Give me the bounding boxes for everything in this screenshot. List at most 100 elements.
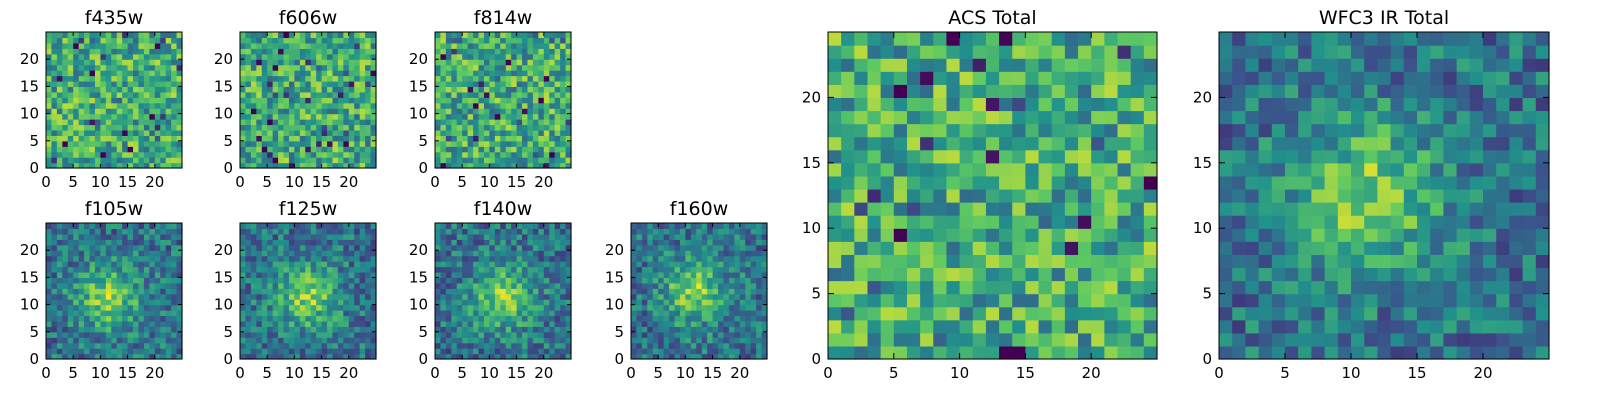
heatmap-cell [56,282,63,289]
heatmap-cell [365,64,372,71]
heatmap-cell [89,244,96,251]
heatmap-cell [288,337,295,344]
heatmap-cell [240,42,247,49]
heatmap-cell [1051,215,1066,229]
heatmap-cell [116,108,123,115]
heatmap-cell [283,266,290,273]
heatmap-cell [100,119,107,126]
heatmap-cell [359,59,366,66]
heatmap-cell [522,337,529,344]
heatmap-cell [880,175,895,190]
heatmap-cell [171,59,178,66]
heatmap-cell [1091,267,1105,282]
heatmap-cell [685,348,692,355]
heatmap-cell [631,315,638,322]
heatmap-cell [933,215,948,229]
heatmap-cell [116,162,123,169]
heatmap-cell [321,129,328,136]
heatmap-cell [94,255,101,262]
heatmap-cell [723,310,730,317]
heatmap-cell [116,261,123,268]
heatmap-cell [299,135,306,142]
heatmap-cell [78,348,85,355]
heatmap-cell [478,113,485,120]
heatmap-cell [554,140,561,147]
heatmap-cell [143,146,150,153]
heatmap-cell [756,239,763,246]
heatmap-cell [111,244,118,251]
heatmap-cell [165,48,172,55]
heatmap-cell [250,80,257,87]
heatmap-cell [370,140,377,147]
heatmap-cell [138,32,145,39]
heatmap-cell [256,293,263,300]
heatmap-cell [46,244,53,251]
heatmap-cell [707,342,714,349]
heatmap-cell [154,119,161,126]
heatmap-cell [84,239,91,246]
heatmap-cell [478,64,485,71]
heatmap-cell [176,228,183,235]
heatmap-cell [348,239,355,246]
heatmap-cell [554,97,561,104]
heatmap-cell [116,75,123,82]
heatmap-cell [337,288,344,295]
heatmap-cell [467,250,474,257]
heatmap-cell [272,233,279,240]
heatmap-cell [483,37,490,44]
heatmap-cell [739,239,746,246]
heatmap-cell [549,75,556,82]
heatmap-cell [46,271,53,278]
heatmap-cell [543,102,550,109]
heatmap-cell [299,304,306,311]
heatmap-cell [440,146,447,153]
heatmap-cell [62,157,69,164]
heatmap-cell [669,293,676,300]
heatmap-cell [538,151,545,158]
heatmap-cell [543,277,550,284]
heatmap-cell [473,228,480,235]
panel-title: f606w [279,7,338,29]
heatmap-cell [294,113,301,120]
heatmap-cell [122,326,129,333]
heatmap-cell [959,280,974,295]
heatmap-cell [473,37,480,44]
heatmap-cell [171,233,178,240]
heatmap-cell [51,108,58,115]
heatmap-cell [841,188,855,203]
heatmap-cell [256,353,263,360]
heatmap-cell [288,151,295,158]
heatmap-cell [522,282,529,289]
heatmap-cell [267,326,274,333]
heatmap-cell [154,70,161,77]
heatmap-cell [165,223,172,230]
heatmap-cell [160,108,167,115]
heatmap-cell [272,135,279,142]
heatmap-cell [245,135,252,142]
heatmap-cell [111,228,118,235]
heatmap-cell [462,315,469,322]
heatmap-cell [473,342,480,349]
heatmap-cell [51,70,58,77]
heatmap-cell [1130,293,1145,308]
heatmap-cell [62,97,69,104]
heatmap-cell [294,271,301,278]
heatmap-cell [116,250,123,257]
heatmap-cell [554,250,561,257]
heatmap-cell [343,353,350,360]
heatmap-cell [756,244,763,251]
heatmap-cell [288,53,295,60]
heatmap-cell [348,64,355,71]
heatmap-cell [473,353,480,360]
heatmap-cell [500,233,507,240]
heatmap-cell [250,293,257,300]
heatmap-cell [543,124,550,131]
heatmap-cell [51,293,58,300]
heatmap-cell [456,299,463,306]
heatmap-cell [56,239,63,246]
heatmap-cell [527,233,534,240]
heatmap-cell [332,102,339,109]
heatmap-cell [473,162,480,169]
heatmap-cell [305,233,312,240]
heatmap-cell [647,310,654,317]
